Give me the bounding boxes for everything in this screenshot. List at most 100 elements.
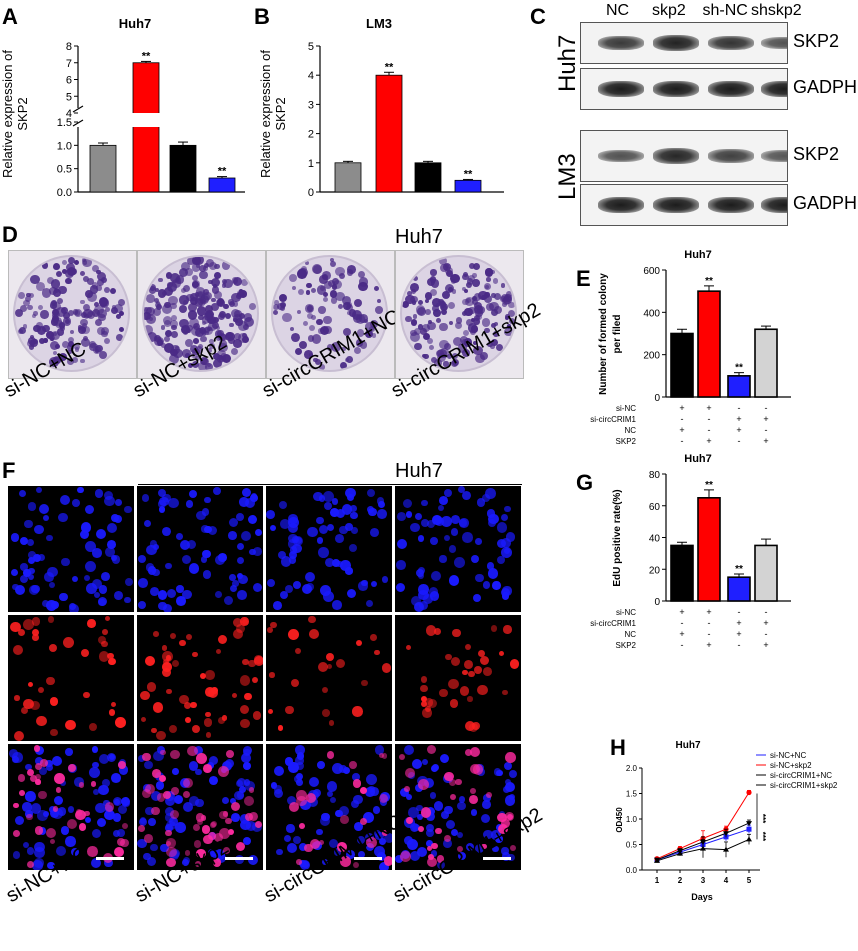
colony bbox=[289, 273, 298, 282]
edu-positive-cell bbox=[156, 792, 166, 802]
nucleus bbox=[244, 497, 256, 508]
chart-h-point bbox=[654, 857, 660, 863]
nucleus bbox=[481, 493, 490, 502]
nucleus bbox=[41, 600, 50, 608]
colony bbox=[315, 358, 322, 366]
colony bbox=[465, 297, 475, 307]
nucleus bbox=[432, 514, 443, 525]
colony bbox=[211, 297, 217, 303]
colony bbox=[193, 337, 200, 344]
blot-band bbox=[708, 149, 754, 163]
dapi-image bbox=[395, 486, 521, 612]
colony bbox=[48, 287, 57, 296]
nucleus bbox=[416, 804, 423, 812]
colony bbox=[36, 281, 45, 291]
nucleus bbox=[338, 764, 348, 773]
nucleus bbox=[37, 809, 48, 821]
colony bbox=[502, 301, 507, 307]
edu-positive-cell bbox=[451, 657, 461, 667]
colony bbox=[214, 263, 220, 270]
edu-positive-cell bbox=[113, 846, 125, 858]
chart-h-xlabel: Days bbox=[691, 892, 713, 902]
colony bbox=[97, 327, 105, 335]
colony bbox=[428, 344, 435, 351]
nucleus bbox=[441, 810, 450, 819]
colony bbox=[195, 263, 201, 268]
colony bbox=[491, 323, 497, 329]
nucleus bbox=[188, 761, 198, 771]
colony bbox=[169, 319, 179, 329]
edu-positive-cell bbox=[49, 696, 59, 706]
nucleus bbox=[60, 495, 71, 506]
colony bbox=[375, 306, 383, 315]
nucleus bbox=[113, 798, 120, 805]
colony bbox=[451, 359, 459, 367]
chart-e-bar bbox=[754, 328, 778, 398]
colony bbox=[307, 335, 315, 342]
nucleus bbox=[39, 767, 47, 775]
colony bbox=[448, 302, 456, 310]
colony bbox=[111, 305, 116, 310]
chart-g-condition-mark: + bbox=[763, 618, 768, 628]
edu-positive-cell bbox=[418, 825, 425, 832]
edu-positive-cell bbox=[101, 640, 108, 647]
nucleus bbox=[80, 522, 91, 533]
edu-positive-cell bbox=[464, 749, 472, 757]
nucleus bbox=[339, 525, 348, 535]
nucleus bbox=[443, 839, 453, 849]
colony bbox=[322, 291, 328, 297]
colony bbox=[302, 320, 308, 326]
nucleus bbox=[19, 489, 27, 497]
nucleus bbox=[158, 601, 167, 611]
edu-positive-cell bbox=[308, 615, 316, 623]
colony bbox=[473, 292, 482, 301]
colony bbox=[55, 344, 60, 349]
edu-positive-cell bbox=[110, 701, 117, 708]
nucleus bbox=[165, 824, 173, 832]
nucleus bbox=[48, 805, 57, 814]
chart-b-ytick-label: 1 bbox=[308, 158, 314, 170]
chart-g-bar bbox=[670, 544, 694, 602]
colony bbox=[153, 298, 160, 304]
nucleus bbox=[51, 808, 63, 820]
edu-positive-cell bbox=[120, 838, 129, 847]
colony bbox=[42, 324, 50, 333]
chart-h-ytick-label: 1.0 bbox=[626, 815, 638, 824]
nucleus bbox=[86, 583, 97, 595]
colony bbox=[229, 301, 236, 308]
colony bbox=[412, 314, 418, 319]
colony bbox=[96, 271, 107, 282]
nucleus bbox=[319, 585, 331, 597]
nucleus bbox=[396, 560, 406, 571]
chart-h-xtick-label: 2 bbox=[678, 876, 683, 885]
colony bbox=[222, 354, 232, 364]
nucleus bbox=[288, 539, 298, 549]
nucleus bbox=[34, 847, 45, 858]
colony bbox=[87, 278, 94, 285]
colony bbox=[208, 279, 213, 285]
chart-a-ylabel-line1: Relative expression of bbox=[0, 50, 15, 178]
colony bbox=[490, 309, 498, 317]
edu-positive-cell bbox=[35, 779, 41, 785]
nucleus bbox=[281, 556, 292, 567]
edu-positive-cell bbox=[326, 751, 335, 759]
chart-b-ytick-label: 4 bbox=[308, 70, 314, 82]
nucleus bbox=[383, 832, 392, 843]
nucleus bbox=[138, 817, 148, 827]
colony-dish bbox=[137, 250, 266, 379]
edu-positive-cell bbox=[296, 795, 307, 806]
nucleus bbox=[169, 850, 179, 860]
nucleus bbox=[250, 494, 258, 502]
nucleus bbox=[229, 584, 238, 593]
edu-positive-cell bbox=[448, 779, 457, 787]
blot-lane-label: NC bbox=[606, 2, 630, 19]
edu-positive-cell bbox=[319, 840, 325, 846]
colony bbox=[96, 285, 102, 291]
nucleus bbox=[293, 581, 302, 590]
colony bbox=[192, 360, 200, 368]
nucleus bbox=[315, 828, 323, 836]
nucleus bbox=[395, 582, 406, 593]
colony bbox=[203, 311, 214, 322]
colony bbox=[18, 327, 26, 335]
nucleus bbox=[504, 505, 511, 513]
